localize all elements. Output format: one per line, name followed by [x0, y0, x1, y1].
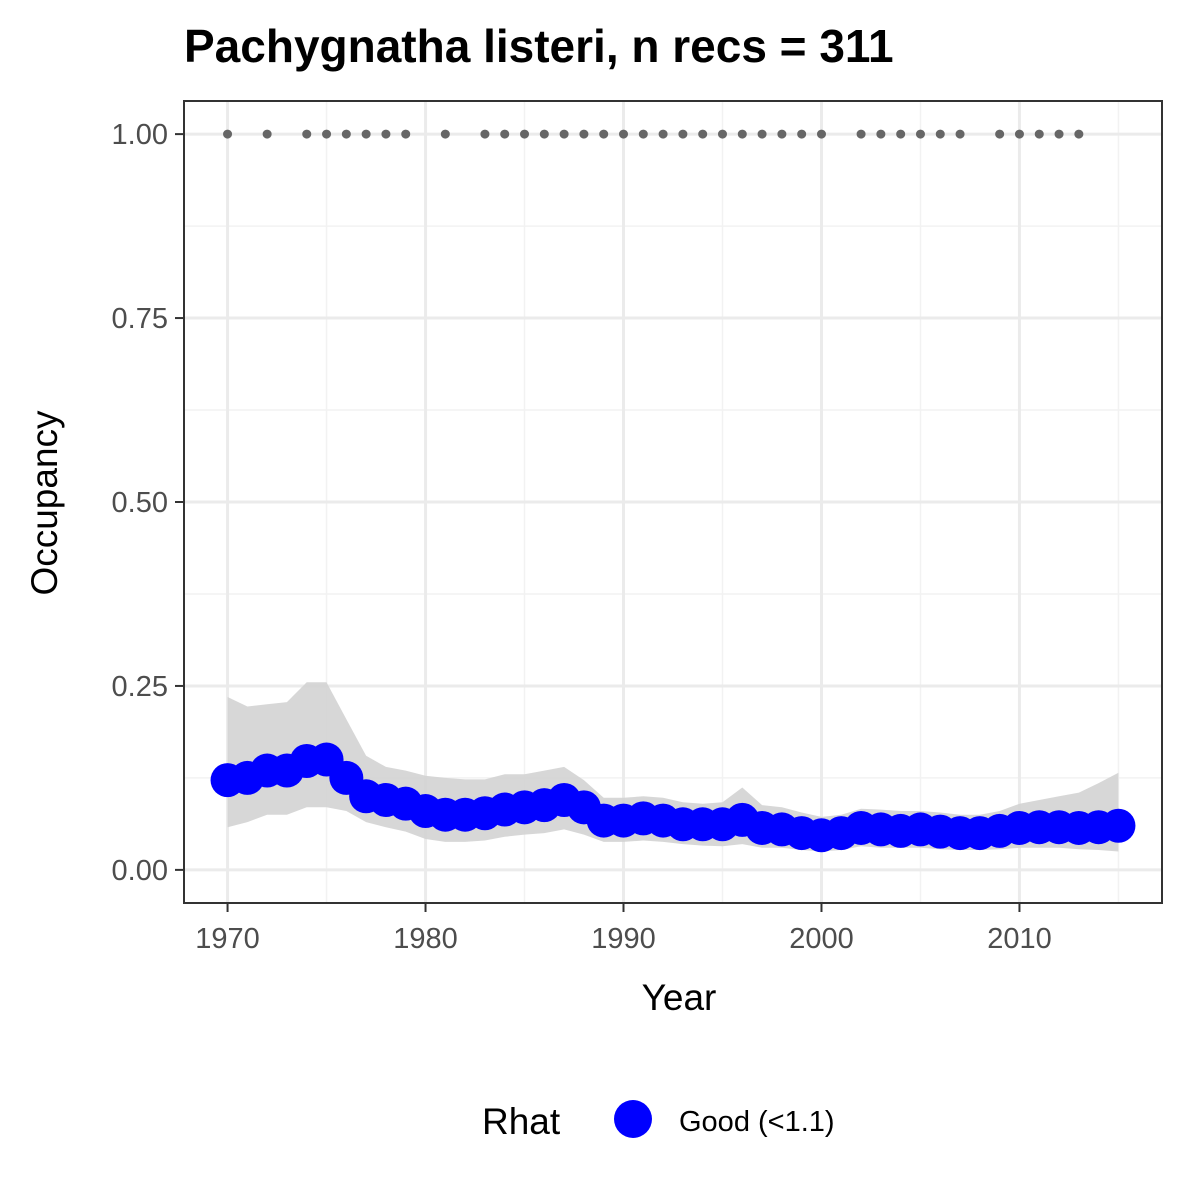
y-tick-label: 0.50: [112, 487, 168, 519]
y-axis-ticks: 0.00 0.25 0.50 0.75 1.00: [112, 119, 184, 887]
record-point: [797, 129, 807, 139]
record-point: [262, 129, 272, 139]
record-point: [757, 129, 767, 139]
record-point: [915, 129, 925, 139]
record-point: [619, 129, 629, 139]
occupancy-points: [210, 742, 1136, 853]
record-point: [559, 129, 569, 139]
record-point: [698, 129, 708, 139]
record-point: [777, 129, 787, 139]
record-point: [381, 129, 391, 139]
record-point: [995, 129, 1005, 139]
x-tick-label: 2000: [789, 923, 854, 955]
record-point: [876, 129, 886, 139]
x-tick-label: 1970: [195, 923, 260, 955]
y-tick-label: 0.25: [112, 671, 168, 703]
x-axis-title: Year: [642, 977, 717, 1018]
record-points: [223, 129, 1084, 139]
data-point: [1101, 808, 1136, 843]
record-point: [401, 129, 411, 139]
record-point: [1014, 129, 1024, 139]
record-point: [480, 129, 490, 139]
y-tick-label: 1.00: [112, 119, 168, 151]
record-point: [440, 129, 450, 139]
legend: Rhat Good (<1.1): [482, 1100, 835, 1142]
record-point: [520, 129, 530, 139]
record-point: [896, 129, 906, 139]
record-point: [341, 129, 351, 139]
y-tick-label: 0.00: [112, 855, 168, 887]
record-point: [856, 129, 866, 139]
legend-title: Rhat: [482, 1101, 561, 1142]
record-point: [1034, 129, 1044, 139]
record-point: [599, 129, 609, 139]
record-point: [658, 129, 668, 139]
record-point: [1054, 129, 1064, 139]
record-point: [638, 129, 648, 139]
record-point: [717, 129, 727, 139]
x-tick-label: 2010: [987, 923, 1052, 955]
record-point: [361, 129, 371, 139]
legend-key-good: [614, 1100, 652, 1138]
x-tick-label: 1990: [591, 923, 656, 955]
y-axis-title: Occupancy: [24, 410, 65, 596]
record-point: [1074, 129, 1084, 139]
legend-label-good: Good (<1.1): [679, 1106, 835, 1138]
record-point: [737, 129, 747, 139]
y-tick-label: 0.75: [112, 303, 168, 335]
x-axis-ticks: 1970 1980 1990 2000 2010: [195, 903, 1052, 955]
record-point: [935, 129, 945, 139]
x-tick-label: 1980: [393, 923, 458, 955]
record-point: [223, 129, 233, 139]
record-point: [500, 129, 510, 139]
record-point: [816, 129, 826, 139]
record-point: [955, 129, 965, 139]
record-point: [579, 129, 589, 139]
record-point: [302, 129, 312, 139]
record-point: [322, 129, 332, 139]
record-point: [678, 129, 688, 139]
chart-title: Pachygnatha listeri, n recs = 311: [184, 20, 894, 72]
record-point: [539, 129, 549, 139]
